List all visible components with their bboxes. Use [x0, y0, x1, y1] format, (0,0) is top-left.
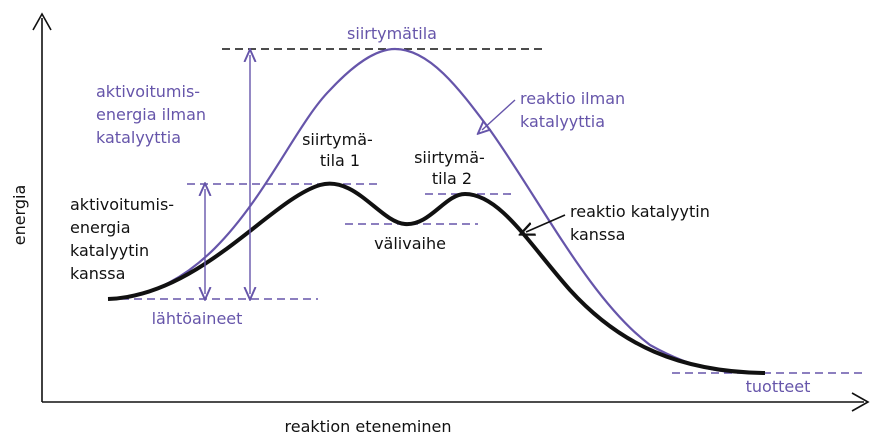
- catalyzed-curve: [107, 181, 766, 375]
- activation-uncatalyzed-label: aktivoitumis- energia ilman katalyyttia: [96, 82, 211, 147]
- products-label: tuotteet: [746, 377, 811, 396]
- activation-catalyzed-label: aktivoitumis- energia katalyytin kanssa: [70, 195, 179, 283]
- y-axis-label: energia: [10, 185, 29, 246]
- ts2-label: siirtymä- tila 2: [414, 148, 490, 188]
- x-axis-label: reaktion eteneminen: [285, 417, 452, 436]
- transition-state-label: siirtymätila: [347, 24, 437, 43]
- reactants-label: lähtöaineet: [152, 309, 243, 328]
- uncatalyzed-curve: [107, 47, 766, 375]
- intermediate-label: välivaihe: [374, 234, 446, 253]
- uncatalyzed-pointer-arrow: [482, 99, 516, 130]
- x-axis-arrow-icon: [851, 392, 870, 412]
- y-axis-arrow-icon: [32, 12, 52, 31]
- ts1-label: siirtymä- tila 1: [302, 130, 378, 170]
- catalyzed-reaction-label: reaktio katalyytin kanssa: [570, 202, 715, 244]
- uncatalyzed-reaction-label: reaktio ilman katalyyttia: [520, 89, 630, 131]
- catalyzed-pointer-arrow: [526, 214, 566, 232]
